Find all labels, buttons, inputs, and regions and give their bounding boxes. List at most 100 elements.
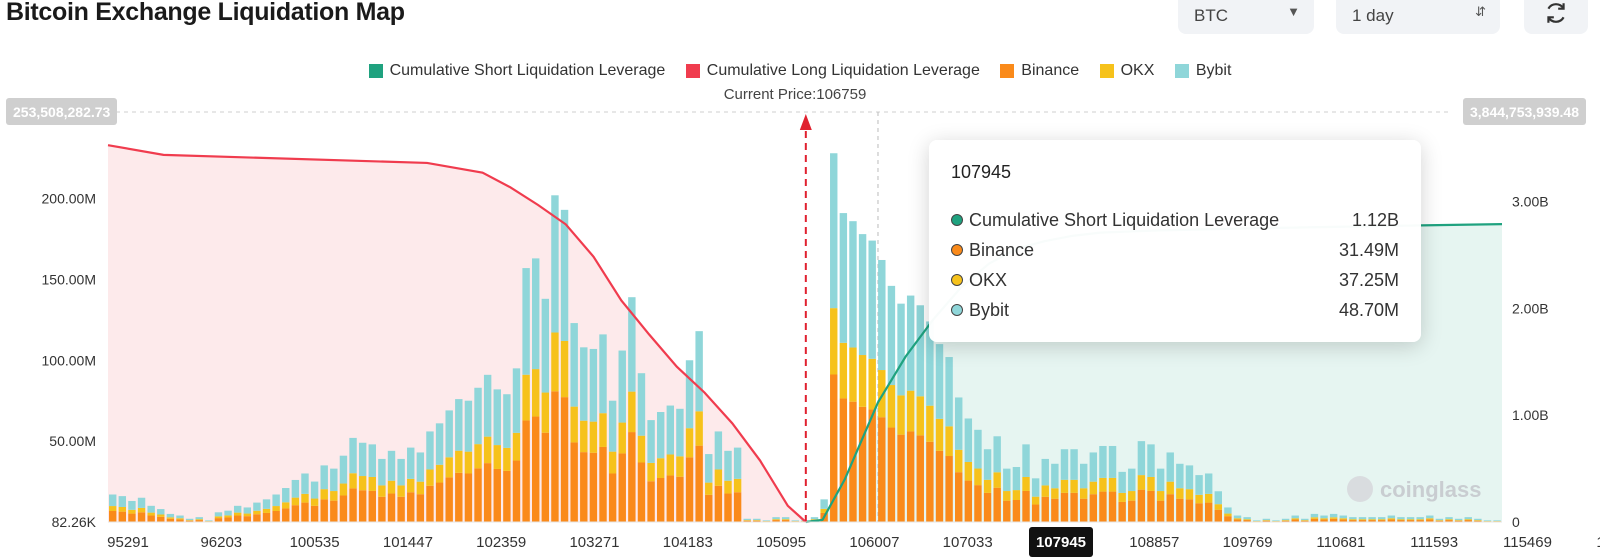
bar-binance [685,457,694,522]
bar-bybit [974,429,982,469]
bar-binance [301,502,309,522]
symbol-select[interactable]: BTC ▼ [1178,0,1314,34]
bar-bybit [205,520,213,522]
bar-okx [1176,488,1184,499]
x-tick-label: 116381 [1596,534,1600,551]
legend-swatch [685,64,700,78]
bar-bybit [109,494,117,507]
bar-binance [407,492,415,522]
bar-binance [955,472,963,522]
bar-bybit [945,357,953,427]
bar-okx [916,396,924,436]
legend-item-short[interactable]: Cumulative Short Liquidation Leverage [368,62,665,80]
bar-binance [320,499,328,522]
bar-bybit [1493,520,1501,522]
legend-item-long[interactable]: Cumulative Long Liquidation Leverage [685,62,980,80]
bar-okx [1426,518,1434,520]
bar-bybit [1387,515,1396,519]
bar-okx [541,392,550,433]
bar-bybit [272,494,280,507]
bar-bybit [1349,517,1357,520]
x-tick-label: 107033 [943,534,993,551]
y-right-tick-label: 1.00B [1512,407,1549,423]
bar-okx [1031,496,1040,505]
bar-okx [628,391,636,433]
bar-bybit [839,213,848,343]
bar-bybit [1483,520,1492,522]
bar-binance [1387,519,1396,522]
bar-okx [445,457,453,478]
x-tick-label: 109769 [1223,534,1273,551]
refresh-button[interactable] [1524,0,1588,34]
bar-binance [310,505,319,522]
bar-bybit [368,444,376,477]
bar-okx [1214,504,1222,510]
bar-binance [1454,520,1463,522]
bar-okx [1051,488,1059,499]
bar-binance [1214,509,1222,522]
legend-swatch [1174,64,1189,78]
bar-bybit [1301,518,1309,521]
bar-bybit [214,512,223,517]
bar-bybit [493,389,501,446]
bar-binance [368,490,376,522]
legend-item-bybit[interactable]: Bybit [1174,62,1231,80]
bar-binance [1224,516,1232,522]
bar-bybit [916,305,924,397]
bar-bybit [656,412,665,459]
tooltip-dot [951,244,963,256]
bar-binance [358,490,367,522]
bar-binance [830,374,838,522]
bar-bybit [1185,465,1194,490]
bar-okx [310,498,319,506]
bar-binance [839,398,848,522]
bar-bybit [1003,468,1011,492]
bar-okx [753,520,761,521]
legend-item-binance[interactable]: Binance [1000,62,1079,80]
bar-okx [955,449,963,473]
chevron-down-icon: ▼ [1287,4,1300,19]
bar-bybit [349,437,357,474]
bar-binance [349,488,357,522]
bar-bybit [705,454,713,483]
bar-bybit [157,509,165,515]
tooltip-title: 107945 [951,162,1012,182]
legend-item-okx[interactable]: OKX [1099,62,1154,80]
bar-okx [503,447,511,471]
bar-binance [483,463,492,522]
bar-binance [551,391,559,522]
bar-binance [964,480,973,522]
bar-bybit [1214,491,1222,505]
bar-bybit [330,468,338,492]
coinglass-logo-icon [1347,476,1373,502]
bar-binance [1397,520,1405,522]
bar-bybit [608,400,617,452]
bar-okx [897,395,905,435]
tooltip-row: Bybit 48.70M [951,295,1399,325]
bar-okx [608,451,617,474]
bar-okx [512,432,521,461]
bar-bybit [1262,518,1271,521]
y-left-tick-label: 50.00M [49,433,96,449]
bar-binance [1147,490,1155,522]
bar-okx [580,420,588,453]
bar-binance [1464,520,1472,522]
bar-bybit [1406,517,1415,520]
bar-okx [1118,492,1126,502]
bar-binance [532,416,540,522]
bar-okx [599,413,607,447]
x-tick-label: 104183 [663,534,713,551]
bar-okx [368,476,376,491]
legend-swatch [1099,64,1114,78]
x-tick-label: 100535 [290,534,340,551]
bar-bybit [666,405,675,455]
bar-okx [157,514,165,517]
bar-okx [1378,519,1386,521]
bar-okx [906,390,915,432]
bar-bybit [1079,463,1088,489]
bar-binance [397,496,405,522]
tooltip-row-value: 48.70M [1338,299,1399,320]
period-select[interactable]: 1 day ⇵ [1336,0,1500,34]
bar-binance [464,473,473,522]
